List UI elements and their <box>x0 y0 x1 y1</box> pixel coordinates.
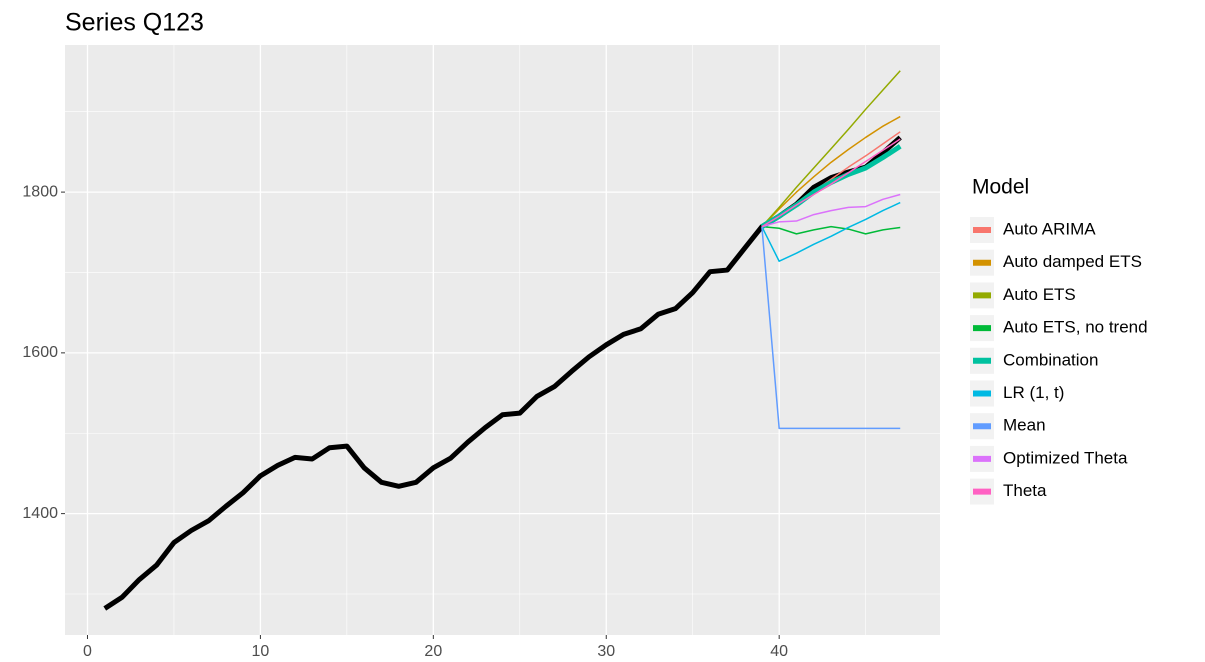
series-line <box>761 115 901 228</box>
legend-label: LR (1, t) <box>1003 383 1064 402</box>
x-tick-label: 10 <box>252 643 270 660</box>
series-line <box>761 193 901 228</box>
series-line <box>761 226 901 430</box>
series-line <box>761 70 901 228</box>
legend-label: Theta <box>1003 481 1047 500</box>
y-tick-label: 1400 <box>22 505 58 522</box>
chart-title: Series Q123 <box>65 9 204 37</box>
legend-label: Auto ARIMA <box>1003 219 1096 238</box>
x-tick-label: 40 <box>770 643 788 660</box>
legend-label: Mean <box>1003 416 1046 435</box>
y-tick-label: 1600 <box>22 344 58 361</box>
legend-label: Auto ETS, no trend <box>1003 318 1148 337</box>
x-tick-label: 20 <box>424 643 442 660</box>
legend-label: Combination <box>1003 350 1098 369</box>
y-tick-label: 1800 <box>22 183 58 200</box>
legend-label: Auto ETS <box>1003 285 1076 304</box>
series-line <box>761 138 901 228</box>
x-tick-label: 0 <box>83 643 92 660</box>
x-tick-label: 30 <box>597 643 615 660</box>
legend-label: Optimized Theta <box>1003 448 1128 467</box>
plot-panel <box>65 45 940 635</box>
legend-label: Auto damped ETS <box>1003 252 1142 271</box>
series-line <box>761 225 901 235</box>
series-line <box>761 201 901 262</box>
legend-title: Model <box>972 176 1029 199</box>
